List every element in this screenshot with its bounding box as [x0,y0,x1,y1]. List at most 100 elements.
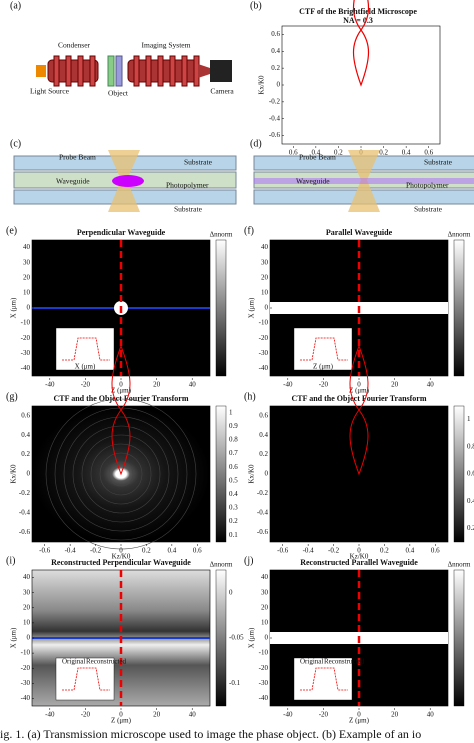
ring [90,443,152,505]
plot-title: CTF of the Brightfield Microscope [299,7,417,16]
y-axis-label: Kx/K0 [248,464,256,484]
x-tick-label: -0.6 [277,547,289,555]
part-label: Light Source [30,87,70,96]
lens-ring [145,55,152,87]
lens-ring [89,55,96,87]
y-tick-label: 40 [23,243,31,251]
y-tick-label: 0 [265,634,269,642]
legend-entry: Reconstructed [324,658,365,666]
y-axis-label: X (μm) [248,297,256,318]
inset [293,657,353,701]
x-tick-label: -0.4 [65,547,77,555]
ring [81,434,161,514]
lens-tube [47,59,99,83]
diagram-label: Probe Beam [299,153,336,162]
x-axis-label: Kz/K0 [350,553,369,561]
colorbar-label: Δnnorm [448,561,471,569]
x-tick-label: 0.4 [311,149,320,157]
colorbar-tick-label: 1 [467,415,471,423]
y-tick-label: 0.4 [21,431,30,439]
part-label: Condenser [58,41,91,50]
x-tick-label: -40 [45,381,55,389]
colorbar-tick-label: 0.7 [229,449,238,457]
y-tick-label: 30 [261,258,269,266]
object-slide [115,55,123,87]
y-tick-label: 10 [23,288,31,296]
x-tick-label: -0.6 [39,547,51,555]
colorbar-tick-label: 0.8 [467,442,474,450]
x-tick-label: 40 [189,381,197,389]
x-tick-label: 0 [119,381,123,389]
colorbar-tick-label: 1 [229,408,233,416]
plot-title: CTF and the Object Fourier Transform [291,394,426,403]
diagram-label: Substrate [424,158,453,167]
y-axis-label: X (μm) [248,627,256,648]
x-tick-label: 0 [119,547,123,555]
inset-label: Z (μm) [313,363,334,371]
x-tick-label: 20 [153,381,161,389]
waveguide [254,178,474,184]
y-tick-label: 10 [261,288,269,296]
colorbar-tick-label: 0.9 [229,422,238,430]
ring [72,425,170,523]
ring [99,452,143,496]
panel-label: (d) [250,138,262,149]
colorbar-tick-label: 0.6 [467,470,474,478]
colorbar-tick-label: 0.1 [229,531,238,539]
x-tick-label: -40 [283,711,293,719]
x-tick-label: 0.4 [167,547,176,555]
colorbar-tick-label: 0 [229,588,233,596]
ctf-curve [352,0,370,87]
panel-label: (i) [6,555,15,566]
diagram-label: Photopolymer [166,181,209,190]
ctf-curve [111,345,131,476]
y-axis-label: X (μm) [10,627,18,648]
light-source [36,65,46,77]
inset-curve [300,667,348,691]
diagram-label: Substrate [414,205,443,214]
lens-ring [169,55,176,87]
x-tick-label: 20 [391,711,399,719]
y-tick-label: -30 [259,349,269,357]
y-tick-label: 0.2 [21,450,30,458]
colorbar-tick-label: -0.05 [229,634,244,642]
ring [63,416,179,532]
x-tick-label: 0.2 [379,149,388,157]
legend-entry: Reconstructed [86,658,127,666]
diagram-label: Photopolymer [406,181,449,190]
y-tick-label: 0.6 [21,411,30,419]
x-axis-label: Kz/K0 [112,553,131,561]
y-tick-label: 0.6 [271,30,280,38]
x-tick-label: -0.4 [303,547,315,555]
x-tick-label: 0.2 [380,547,389,555]
part-label: Imaging System [142,41,191,50]
x-tick-label: 0.6 [424,149,433,157]
x-tick-label: -40 [283,381,293,389]
y-axis-label: X (μm) [10,297,18,318]
x-tick-label: 0.2 [334,149,343,157]
part-label: Object [108,89,129,98]
x-tick-label: 0.4 [405,547,414,555]
x-tick-label: 0.4 [402,149,411,157]
y-tick-label: -30 [21,679,31,687]
y-tick-label: 0 [277,81,281,89]
panel-label: (a) [10,0,21,11]
y-tick-label: -0.6 [19,528,31,536]
inset [55,327,115,371]
plot-title: CTF and the Object Fourier Transform [53,394,188,403]
diagram-label: Substrate [184,158,213,167]
y-tick-label: -0.2 [19,489,31,497]
x-axis-label: Z (μm) [349,387,370,395]
waveguide [112,175,144,187]
x-tick-label: 0 [119,711,123,719]
y-tick-label: 20 [23,603,31,611]
inset [293,327,353,371]
diagram-label: Substrate [174,205,203,214]
y-tick-label: -0.2 [257,489,269,497]
object-slide [107,55,115,87]
y-tick-label: -10 [21,319,31,327]
y-tick-label: -20 [259,334,269,342]
y-tick-label: 40 [261,573,269,581]
x-tick-label: -20 [319,381,329,389]
